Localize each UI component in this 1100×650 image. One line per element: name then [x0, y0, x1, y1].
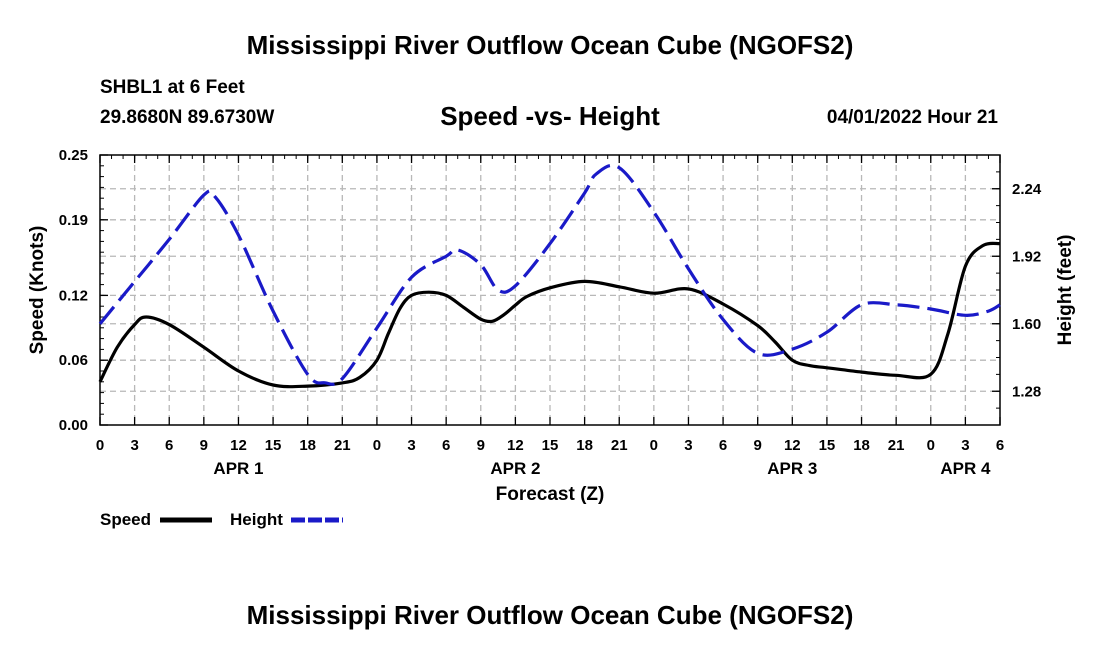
y-axis-label-right: Height (feet) — [1055, 235, 1076, 346]
x-tick-label-13: 15 — [542, 437, 559, 454]
x-tick-label-1: 3 — [130, 437, 138, 454]
main-title: Mississippi River Outflow Ocean Cube (NG… — [246, 30, 854, 60]
x-tick-label-26: 6 — [996, 437, 1004, 454]
series-line-speed — [98, 241, 1001, 389]
y-tick-label-2: 0.12 — [59, 287, 88, 304]
x-tick-label-6: 18 — [299, 437, 316, 454]
x-tick-label-17: 3 — [684, 437, 692, 454]
x-tick-label-11: 9 — [477, 437, 485, 454]
x-tick-label-0: 0 — [96, 437, 104, 454]
y-tick-label-1: 0.06 — [59, 352, 88, 369]
y-axis-label: Speed (Knots) — [27, 226, 48, 355]
coordinates-label: 29.8680N 89.6730W — [100, 107, 275, 128]
yr-tick-label-1: 1.60 — [1012, 316, 1041, 333]
x-tick-label-8: 0 — [373, 437, 381, 454]
x-tick-label-25: 3 — [961, 437, 969, 454]
x-tick-label-4: 12 — [230, 437, 247, 454]
y-tick-label-3: 0.19 — [59, 212, 88, 229]
x-tick-label-19: 9 — [754, 437, 762, 454]
x-axis-label: Forecast (Z) — [496, 484, 605, 505]
yr-tick-label-2: 1.92 — [1012, 248, 1041, 265]
x-tick-label-10: 6 — [442, 437, 450, 454]
bottom-title: Mississippi River Outflow Ocean Cube (NG… — [246, 600, 854, 630]
station-label: SHBL1 at 6 Feet — [100, 77, 245, 98]
x-tick-label-12: 12 — [507, 437, 524, 454]
x-tick-label-18: 6 — [719, 437, 727, 454]
x-tick-label-3: 9 — [200, 437, 208, 454]
x-tick-label-2: 6 — [165, 437, 173, 454]
day-label-3: APR 4 — [940, 459, 991, 478]
datetime-label: 04/01/2022 Hour 21 — [826, 107, 998, 128]
x-tick-label-21: 15 — [819, 437, 836, 454]
x-tick-label-15: 21 — [611, 437, 628, 454]
x-tick-label-16: 0 — [650, 437, 658, 454]
legend-speed-label: Speed — [100, 510, 152, 529]
x-tick-label-5: 15 — [265, 437, 282, 454]
x-tick-label-24: 0 — [927, 437, 935, 454]
chart-subtitle: Speed -vs- Height — [440, 101, 660, 131]
x-tick-label-7: 21 — [334, 437, 351, 454]
x-tick-label-20: 12 — [784, 437, 801, 454]
y-tick-label-4: 0.25 — [59, 147, 88, 164]
yr-tick-label-0: 1.28 — [1012, 383, 1041, 400]
day-label-2: APR 3 — [767, 459, 817, 478]
yr-tick-label-3: 2.24 — [1012, 181, 1042, 198]
x-tick-label-23: 21 — [888, 437, 905, 454]
day-label-0: APR 1 — [213, 459, 263, 478]
y-tick-label-0: 0.00 — [59, 417, 88, 434]
x-tick-label-22: 18 — [853, 437, 870, 454]
series-line-height — [98, 163, 1001, 386]
legend-height-label: Height — [230, 510, 283, 529]
x-tick-label-14: 18 — [576, 437, 593, 454]
day-label-1: APR 2 — [490, 459, 540, 478]
x-tick-label-9: 3 — [407, 437, 415, 454]
